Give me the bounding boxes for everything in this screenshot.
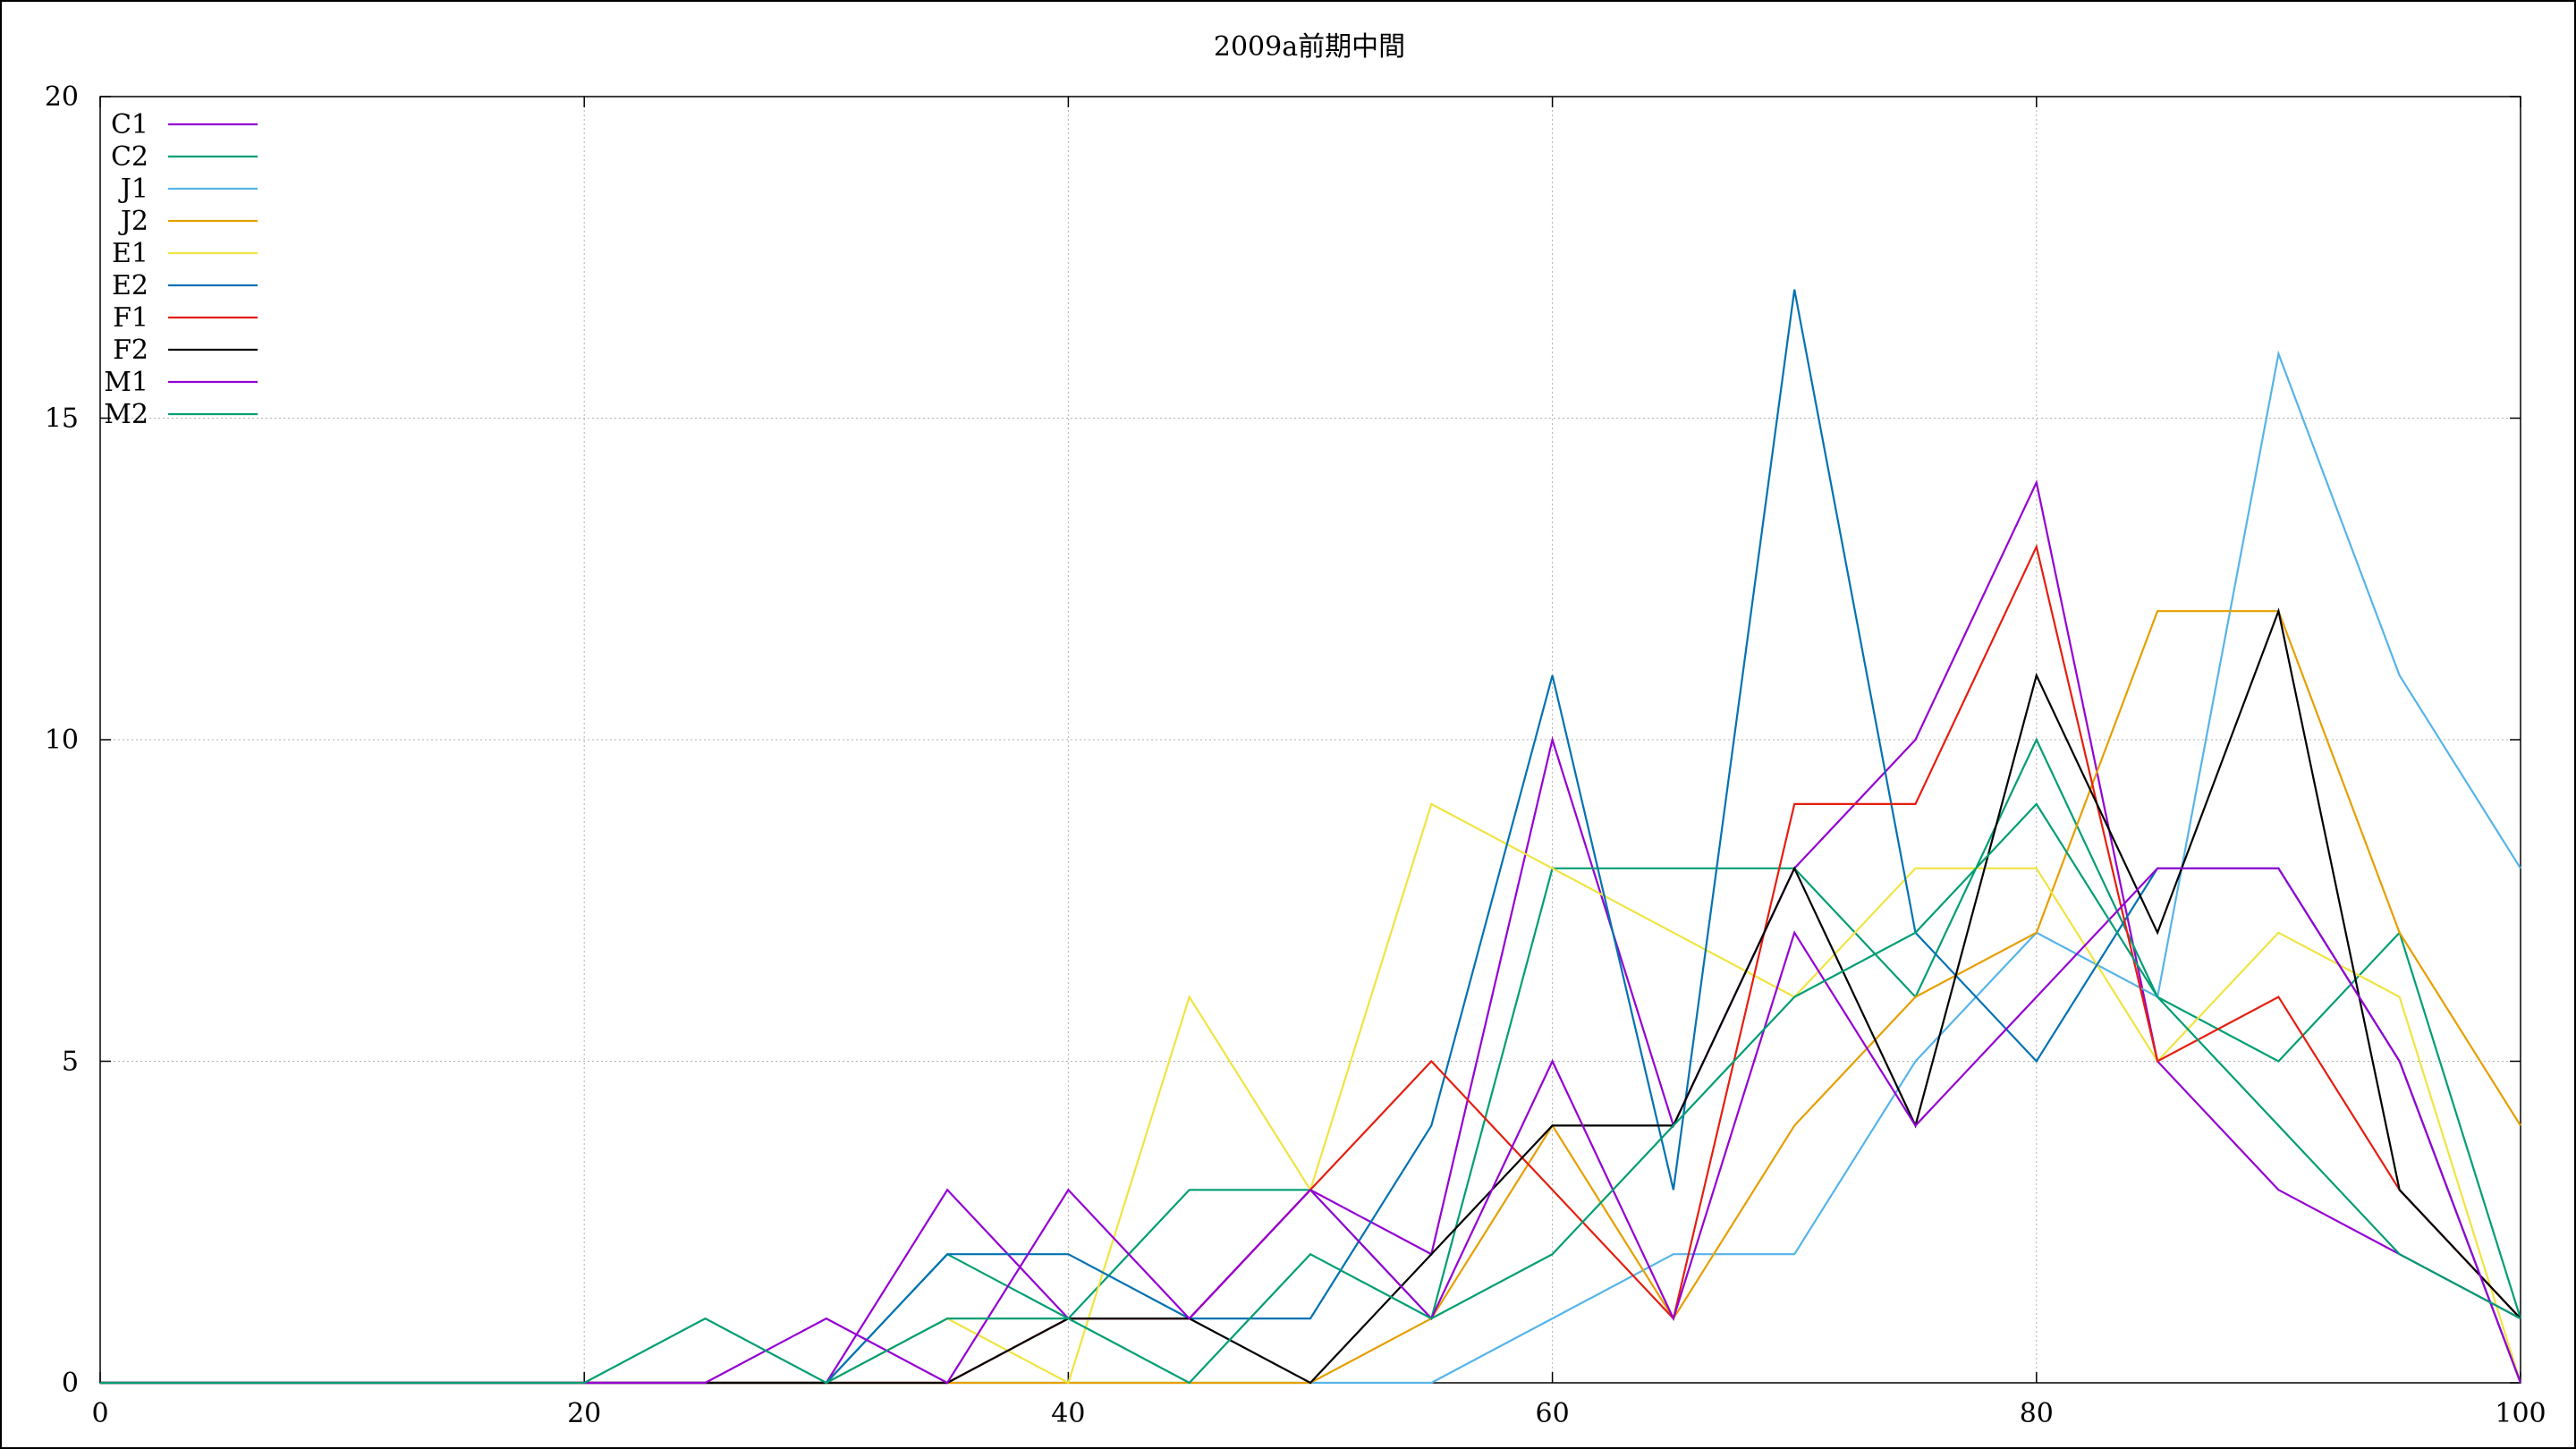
legend-label: C2 [111,141,148,173]
x-tick-label: 100 [2495,1398,2546,1429]
x-tick-label: 80 [2020,1398,2054,1429]
legend-label: J2 [118,206,148,237]
series-line-e1 [100,802,2522,1385]
series-line-f1 [100,543,2521,1385]
x-tick-label: 20 [567,1398,601,1429]
grid [100,97,2521,1383]
y-tick-label: 5 [62,1046,79,1078]
series-line-e2 [100,289,2522,1385]
x-tick-label: 0 [91,1398,108,1429]
legend-label: E2 [112,270,148,301]
x-tick-label: 40 [1051,1398,1085,1429]
series-line-m1 [100,867,2522,1385]
y-tick-label: 10 [45,724,79,756]
axis-ticks [99,96,2521,1384]
y-tick-label: 0 [62,1368,79,1399]
y-axis-tick-labels: 0 5 10 15 20 [45,81,79,1399]
series-lines [100,289,2522,1385]
legend-label: M1 [104,367,148,398]
legend-label: M2 [104,399,148,430]
legend-label: F1 [113,302,148,334]
x-tick-label: 60 [1536,1398,1570,1429]
legend-label: F2 [113,335,148,366]
chart-title: 2009a前期中間 [1214,31,1405,63]
legend-label: E1 [112,238,148,269]
legend-label: J1 [118,174,148,205]
legend-label: C1 [111,109,148,140]
y-tick-label: 15 [45,403,79,435]
series-line-m2 [100,802,2521,1385]
x-axis-tick-labels: 0 20 40 60 80 100 [91,1398,2546,1429]
y-tick-label: 20 [45,81,79,113]
